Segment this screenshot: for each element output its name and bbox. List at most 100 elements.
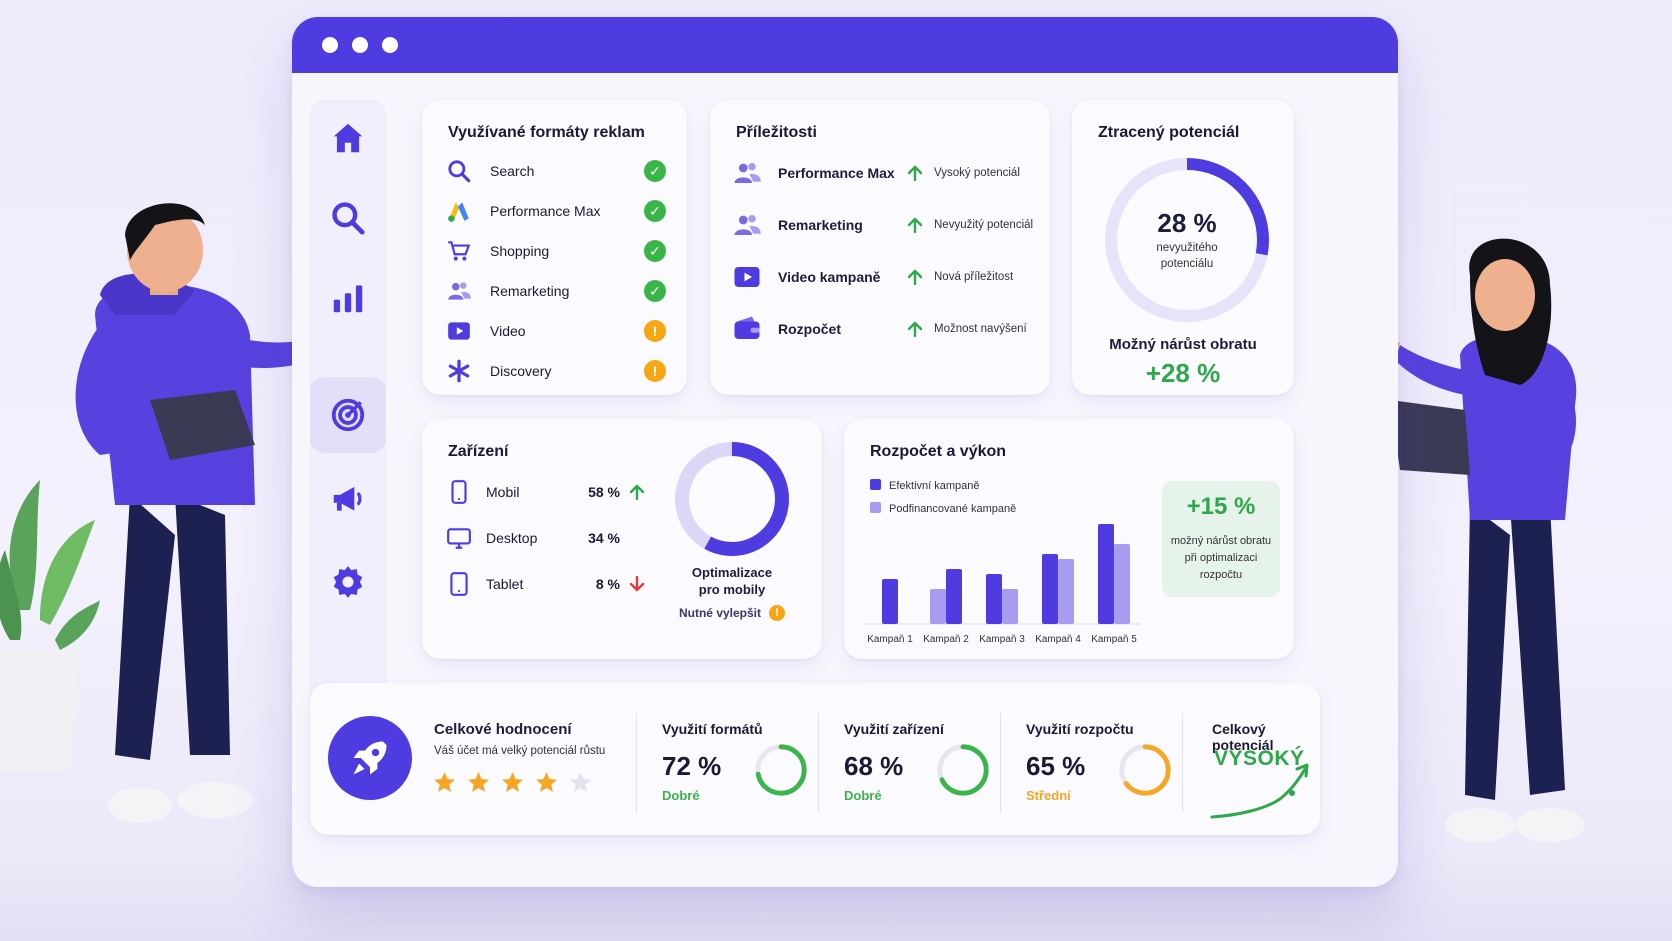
users-icon bbox=[734, 163, 761, 183]
bar-effective[interactable] bbox=[1098, 524, 1114, 624]
monitor-icon bbox=[447, 528, 471, 549]
formats-title: Využívané formáty reklam bbox=[448, 124, 645, 141]
arrow-up-icon bbox=[907, 269, 923, 286]
phone-icon bbox=[451, 480, 467, 504]
summary-divider-1 bbox=[636, 713, 637, 813]
format-item[interactable]: Remarketing bbox=[444, 276, 569, 306]
device-item[interactable]: Desktop 34 % bbox=[444, 523, 620, 553]
bar-effective[interactable] bbox=[882, 579, 898, 624]
opportunity-label[interactable]: Rozpočet bbox=[778, 321, 841, 337]
devices-card: Zařízení Mobil 58 % Desktop 34 % Tablet … bbox=[422, 419, 822, 659]
budget-highlight-text: možný nárůst obratu při optimalizaci roz… bbox=[1162, 533, 1280, 584]
format-label: Performance Max bbox=[490, 203, 601, 219]
kpi-ring bbox=[755, 744, 807, 796]
summary-divider-2 bbox=[818, 713, 819, 813]
format-item[interactable]: Discovery bbox=[444, 356, 551, 386]
wallet-icon bbox=[734, 316, 760, 339]
donut-caption-line2: pro mobily bbox=[698, 582, 766, 597]
device-icon bbox=[444, 477, 474, 507]
format-icon bbox=[444, 236, 474, 266]
device-label: Desktop bbox=[486, 530, 538, 546]
need-improve[interactable]: Nutné vylepšit ! bbox=[662, 605, 802, 621]
sidebar-item-search[interactable] bbox=[310, 180, 386, 256]
chart-icon bbox=[333, 285, 363, 313]
kpi-ring bbox=[937, 744, 989, 796]
kpi-value: 72 % bbox=[662, 751, 722, 781]
device-icon bbox=[444, 523, 474, 553]
star-filled-icon bbox=[434, 772, 455, 792]
man-illustration bbox=[75, 203, 355, 823]
bar-effective[interactable] bbox=[1042, 554, 1058, 624]
sidebar-item-home[interactable] bbox=[310, 100, 386, 176]
opportunities-title: Příležitosti bbox=[736, 124, 817, 141]
kpi-status: Dobré bbox=[844, 788, 882, 803]
device-value: 58 % bbox=[588, 484, 620, 500]
kpi-status: Dobré bbox=[662, 788, 700, 803]
arrow-up-icon bbox=[907, 165, 923, 182]
kpi-status: Střední bbox=[1026, 788, 1071, 803]
bar-underfunded[interactable] bbox=[1002, 589, 1018, 624]
bar-underfunded[interactable] bbox=[1114, 544, 1130, 624]
rocket-icon bbox=[353, 741, 387, 775]
warning-icon: ! bbox=[644, 360, 666, 382]
bar-effective[interactable] bbox=[986, 574, 1002, 624]
opportunity-note: Vysoký potenciál bbox=[934, 167, 1020, 179]
lost-caption-line2: potenciálu bbox=[1160, 258, 1214, 270]
lost-potential-value: 28 % bbox=[1157, 208, 1217, 238]
megaphone-icon bbox=[333, 486, 362, 511]
budget-highlight-line2: při optimalizaci bbox=[1184, 552, 1258, 564]
title-bar bbox=[292, 17, 1398, 73]
cart-icon bbox=[448, 241, 471, 261]
sidebar-item-targets[interactable] bbox=[310, 377, 386, 453]
google-ads-icon bbox=[448, 202, 469, 222]
asterisk-icon bbox=[448, 359, 470, 383]
users-icon bbox=[734, 215, 761, 235]
x-tick-label: Kampaň 5 bbox=[1091, 634, 1137, 644]
arrow-down-icon bbox=[629, 575, 645, 592]
window-dot-3[interactable] bbox=[382, 37, 398, 53]
check-icon: ✓ bbox=[644, 160, 666, 182]
bar-underfunded[interactable] bbox=[930, 589, 946, 624]
summary-card: Celkové hodnocení Váš účet má velký pote… bbox=[310, 683, 1320, 835]
search-icon bbox=[332, 202, 365, 235]
format-item[interactable]: Search bbox=[444, 156, 534, 186]
arrow-up-icon bbox=[907, 217, 923, 234]
device-icon bbox=[444, 569, 474, 599]
arrow-up-icon bbox=[629, 484, 645, 501]
device-item[interactable]: Tablet 8 % bbox=[444, 569, 646, 599]
sidebar bbox=[310, 100, 386, 710]
x-tick-label: Kampaň 1 bbox=[867, 634, 913, 644]
bar-underfunded[interactable] bbox=[1058, 559, 1074, 624]
opportunities-card: Příležitosti Performance Max Vysoký poten… bbox=[710, 100, 1050, 395]
warning-icon: ! bbox=[769, 605, 786, 621]
sidebar-item-settings[interactable] bbox=[310, 544, 386, 620]
format-item[interactable]: Performance Max bbox=[444, 196, 600, 226]
format-item[interactable]: Shopping bbox=[444, 236, 549, 266]
format-item[interactable]: Video bbox=[444, 316, 526, 346]
opportunity-icon-wrap bbox=[732, 262, 762, 297]
opportunity-label[interactable]: Performance Max bbox=[778, 165, 895, 181]
play-icon bbox=[734, 267, 760, 287]
opportunity-label[interactable]: Video kampaně bbox=[778, 269, 881, 285]
lost-caption-line1: nevyužitého bbox=[1156, 242, 1218, 254]
star-filled-icon bbox=[468, 772, 489, 792]
x-tick-label: Kampaň 3 bbox=[979, 634, 1025, 644]
kpi-value: 68 % bbox=[844, 751, 904, 781]
x-tick-label: Kampaň 4 bbox=[1035, 634, 1081, 644]
rating-stars bbox=[432, 770, 593, 795]
opportunity-label[interactable]: Remarketing bbox=[778, 217, 863, 233]
window-dot-2[interactable] bbox=[352, 37, 368, 53]
lost-potential-donut bbox=[1105, 158, 1269, 322]
device-item[interactable]: Mobil 58 % bbox=[444, 477, 646, 507]
bar-effective[interactable] bbox=[946, 569, 962, 624]
growth-label: Možný nárůst obratu bbox=[1109, 336, 1257, 353]
window-dot-1[interactable] bbox=[322, 37, 338, 53]
sidebar-item-stats[interactable] bbox=[310, 260, 386, 336]
target-icon bbox=[331, 398, 365, 432]
kpi-value: 65 % bbox=[1026, 751, 1086, 781]
opportunity-icon-wrap bbox=[732, 314, 762, 349]
users-icon bbox=[448, 282, 471, 300]
check-icon: ✓ bbox=[644, 200, 666, 222]
sidebar-item-campaigns[interactable] bbox=[310, 460, 386, 536]
opportunity-icon-wrap bbox=[732, 210, 762, 245]
